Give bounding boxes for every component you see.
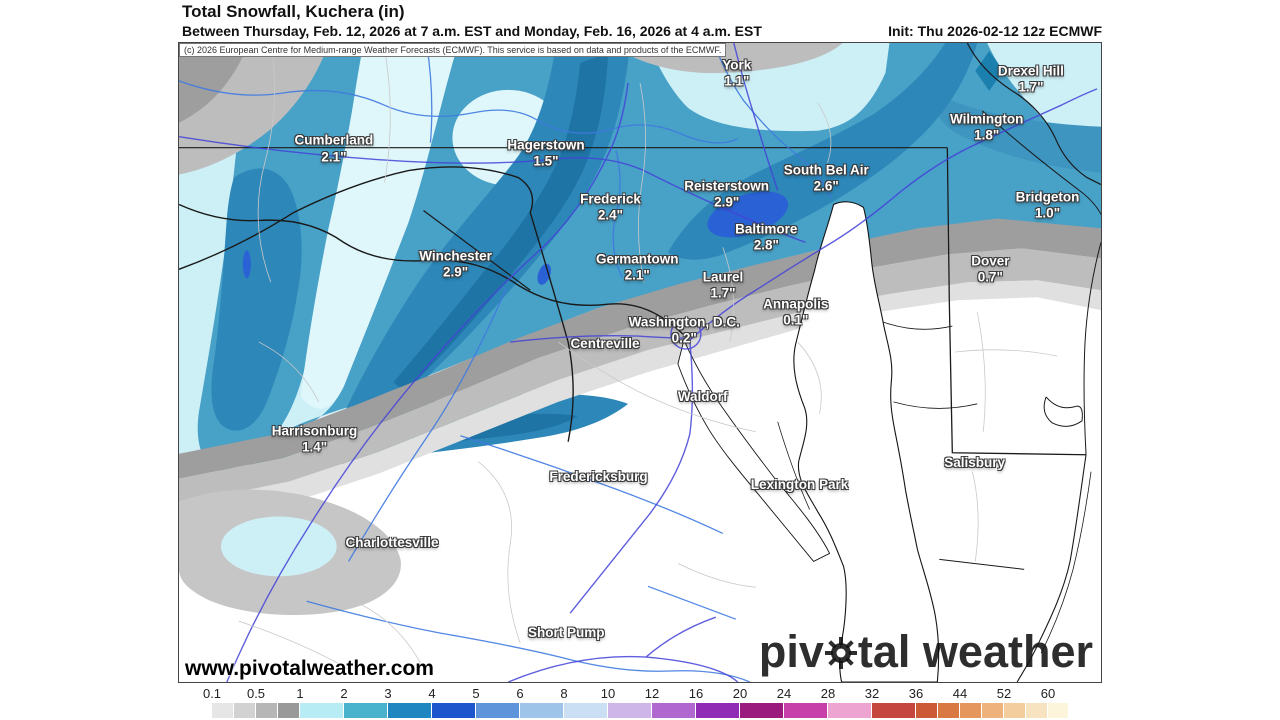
colorbar-tick: 0.1 bbox=[202, 686, 222, 701]
map-canvas bbox=[179, 43, 1101, 682]
colorbar-tick: 6 bbox=[516, 686, 524, 701]
model-init-label: Init: Thu 2026-02-12 12z ECMWF bbox=[888, 23, 1102, 39]
colorbar-swatch bbox=[300, 703, 344, 718]
colorbar-tick: 1 bbox=[296, 686, 304, 701]
rivers bbox=[179, 43, 833, 682]
highways bbox=[179, 43, 1098, 682]
colorbar-tick: 12 bbox=[644, 686, 660, 701]
colorbar-tick: 52 bbox=[996, 686, 1012, 701]
colorbar-swatch bbox=[740, 703, 784, 718]
colorbar-swatch bbox=[432, 703, 476, 718]
colorbar-tick: 24 bbox=[776, 686, 792, 701]
colorbar-tick: 3 bbox=[384, 686, 392, 701]
colorbar-swatch bbox=[1048, 703, 1069, 718]
site-url: www.pivotalweather.com bbox=[185, 657, 434, 680]
colorbar-swatch bbox=[476, 703, 520, 718]
snow-shading bbox=[179, 43, 1101, 682]
colorbar-swatch bbox=[938, 703, 960, 718]
colorbar-tick: 4 bbox=[428, 686, 436, 701]
colorbar-tick: 16 bbox=[688, 686, 704, 701]
colorbar-swatch bbox=[520, 703, 564, 718]
colorbar-swatch bbox=[1004, 703, 1026, 718]
colorbar-swatch bbox=[784, 703, 828, 718]
colorbar-tick: 44 bbox=[952, 686, 968, 701]
colorbar-tick: 36 bbox=[908, 686, 924, 701]
colorbar-swatch bbox=[256, 703, 278, 718]
colorbar-swatch bbox=[608, 703, 652, 718]
brand-text-post: tal weather bbox=[857, 626, 1093, 677]
colorbar-swatch bbox=[388, 703, 432, 718]
colorbar-tick: 8 bbox=[560, 686, 568, 701]
county-lines bbox=[238, 43, 1058, 670]
colorbar-tick: 32 bbox=[864, 686, 880, 701]
colorbar-tick: 5 bbox=[472, 686, 480, 701]
colorbar-swatch bbox=[564, 703, 608, 718]
colorbar-tick: 20 bbox=[732, 686, 748, 701]
colorbar-swatch bbox=[828, 703, 872, 718]
colorbar-swatch bbox=[652, 703, 696, 718]
valid-time-range: Between Thursday, Feb. 12, 2026 at 7 a.m… bbox=[182, 23, 762, 39]
colorbar-swatch bbox=[278, 703, 300, 718]
colorbar-ticks: 0.1 0.5 1 2 3 4 5 6 8 10 12 16 20 24 28 32 36 44 52 60 bbox=[178, 686, 1069, 702]
colorbar-tick: 0.5 bbox=[246, 686, 266, 701]
colorbar-swatch bbox=[344, 703, 388, 718]
colorbar-swatch bbox=[234, 703, 256, 718]
colorbar-tick: 28 bbox=[820, 686, 836, 701]
page-title: Total Snowfall, Kuchera (in) bbox=[182, 2, 405, 21]
colorbar-swatch bbox=[960, 703, 982, 718]
colorbar-swatch bbox=[212, 703, 234, 718]
colorbar-tick: 60 bbox=[1040, 686, 1056, 701]
colorbar-swatch bbox=[872, 703, 916, 718]
brand-watermark: piv tal weather bbox=[759, 626, 1093, 678]
colorbar-tick: 2 bbox=[340, 686, 348, 701]
brand-text-pre: piv bbox=[758, 626, 824, 677]
colorbar-swatches bbox=[178, 703, 1069, 718]
colorbar-swatch bbox=[982, 703, 1004, 718]
colorbar-tick: 10 bbox=[600, 686, 616, 701]
chesapeake-bay bbox=[677, 201, 940, 682]
colorbar-swatch bbox=[1026, 703, 1048, 718]
colorbar-swatch bbox=[696, 703, 740, 718]
gear-icon bbox=[824, 637, 857, 669]
copyright-notice: (c) 2026 European Centre for Medium-rang… bbox=[179, 43, 727, 57]
state-borders bbox=[179, 43, 1101, 682]
colorbar-swatch bbox=[178, 703, 212, 718]
snowfall-map: (c) 2026 European Centre for Medium-rang… bbox=[178, 42, 1102, 683]
colorbar-swatch bbox=[916, 703, 938, 718]
